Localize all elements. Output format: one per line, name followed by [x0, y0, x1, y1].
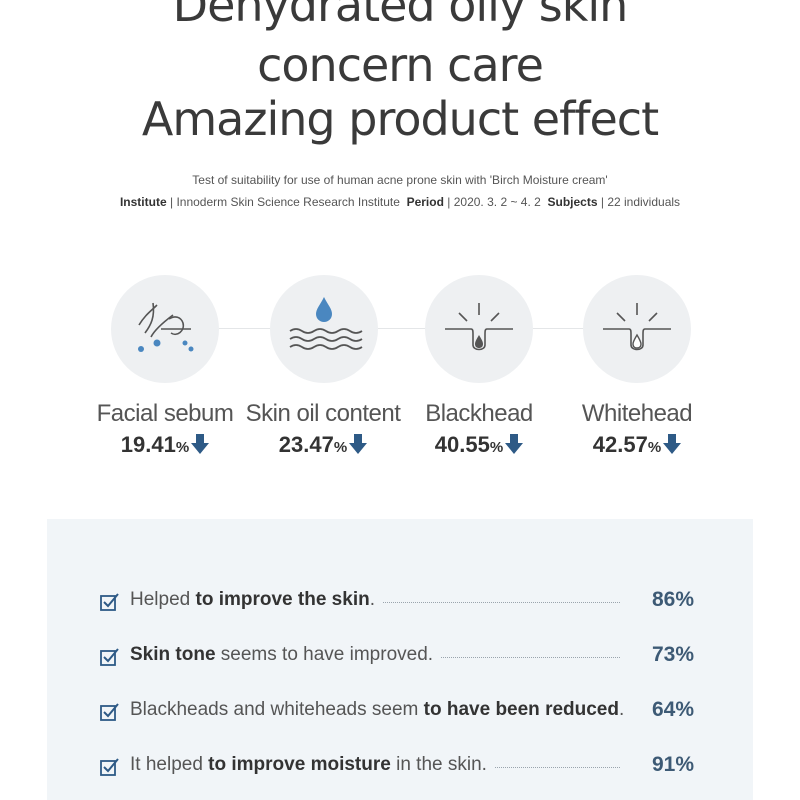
- institute-label: Institute: [119, 195, 167, 209]
- test-description: Test of suitability for use of human acn…: [192, 173, 608, 187]
- checkbox-checked-icon: [100, 703, 119, 721]
- checkbox-checked-icon: [100, 648, 119, 666]
- metric-value-whitehead: 42.57%: [552, 432, 722, 458]
- checkbox-checked-icon: [100, 593, 119, 611]
- survey-item: Skin tone seems to have improved. 73%: [100, 641, 700, 671]
- test-meta: Institute | Innoderm Skin Science Resear…: [0, 195, 800, 209]
- survey-item: Blackheads and whiteheads seem to have b…: [100, 696, 700, 726]
- arrow-down-icon: [349, 434, 368, 454]
- metric-label-blackhead: Blackhead: [425, 400, 533, 427]
- metric-value-blackhead: 40.55%: [394, 432, 564, 458]
- metric-label-skin-oil: Skin oil content: [245, 400, 401, 427]
- whitehead-pore-icon: [583, 275, 691, 383]
- subjects-value: 22 individuals: [607, 195, 681, 209]
- arrow-down-icon: [505, 434, 524, 454]
- subjects-label: Subjects: [547, 195, 598, 209]
- headline-line-3: Amazing product effect: [141, 92, 659, 146]
- separator: |: [600, 195, 604, 209]
- metric-label-whitehead: Whitehead: [581, 400, 693, 427]
- survey-statement: It helped to improve moisture in the ski…: [130, 751, 495, 779]
- survey-item: Helped to improve the skin. 86%: [100, 586, 700, 616]
- water-drop-wave-icon: [270, 275, 378, 383]
- metric-unit: %: [489, 439, 504, 456]
- metric-label-facial-sebum: Facial sebum: [96, 400, 234, 427]
- survey-percentage: 73%: [651, 643, 694, 666]
- metric-value-facial-sebum: 19.41%: [80, 432, 250, 458]
- metric-unit: %: [333, 439, 348, 456]
- arrow-down-icon: [191, 434, 210, 454]
- checkbox-checked-icon: [100, 758, 119, 776]
- metric-unit: %: [175, 439, 190, 456]
- separator: |: [169, 195, 174, 209]
- blackhead-pore-icon: [425, 275, 533, 383]
- icon-connector-line: [165, 328, 635, 329]
- survey-item: It helped to improve moisture in the ski…: [100, 751, 700, 781]
- metric-number: 23.47: [278, 432, 334, 457]
- headline-line-2: concern care: [257, 38, 544, 92]
- survey-statement: Blackheads and whiteheads seem to have b…: [130, 696, 633, 724]
- metric-number: 19.41: [120, 432, 176, 457]
- headline-line-1: Dehydrated oily skin: [172, 0, 629, 32]
- hair-follicle-icon: [111, 275, 219, 383]
- survey-percentage: 86%: [651, 588, 694, 611]
- metric-value-skin-oil: 23.47%: [238, 432, 408, 458]
- survey-statement: Skin tone seems to have improved.: [130, 641, 442, 669]
- period-label: Period: [406, 195, 444, 209]
- survey-percentage: 91%: [651, 753, 694, 776]
- metric-unit: %: [647, 439, 662, 456]
- metric-number: 42.57: [592, 432, 648, 457]
- metric-number: 40.55: [434, 432, 490, 457]
- survey-percentage: 64%: [651, 698, 694, 721]
- arrow-down-icon: [663, 434, 682, 454]
- period-value: 2020. 3. 2 ~ 4. 2: [453, 195, 541, 209]
- survey-statement: Helped to improve the skin.: [130, 586, 383, 614]
- separator: |: [447, 195, 451, 209]
- institute-value: Innoderm Skin Science Research Institute: [176, 195, 400, 209]
